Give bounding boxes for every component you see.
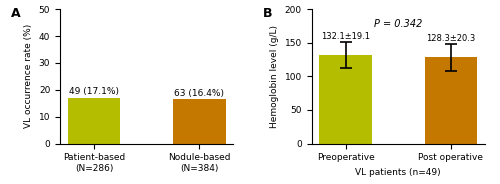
Text: 49 (17.1%): 49 (17.1%): [69, 87, 119, 96]
Text: A: A: [12, 6, 21, 20]
Bar: [320, 55, 372, 144]
X-axis label: VL patients (n=49): VL patients (n=49): [356, 168, 441, 177]
Bar: [173, 100, 226, 144]
Bar: [424, 57, 477, 144]
Y-axis label: Hemoglobin level (g/L): Hemoglobin level (g/L): [270, 25, 279, 128]
Y-axis label: VL occurrence rate (%): VL occurrence rate (%): [24, 24, 33, 128]
Text: 132.1±19.1: 132.1±19.1: [321, 32, 370, 41]
Text: 128.3±20.3: 128.3±20.3: [426, 34, 476, 43]
Text: 63 (16.4%): 63 (16.4%): [174, 89, 224, 98]
Bar: [68, 98, 120, 144]
Text: P = 0.342: P = 0.342: [374, 19, 422, 29]
Text: B: B: [263, 6, 272, 20]
